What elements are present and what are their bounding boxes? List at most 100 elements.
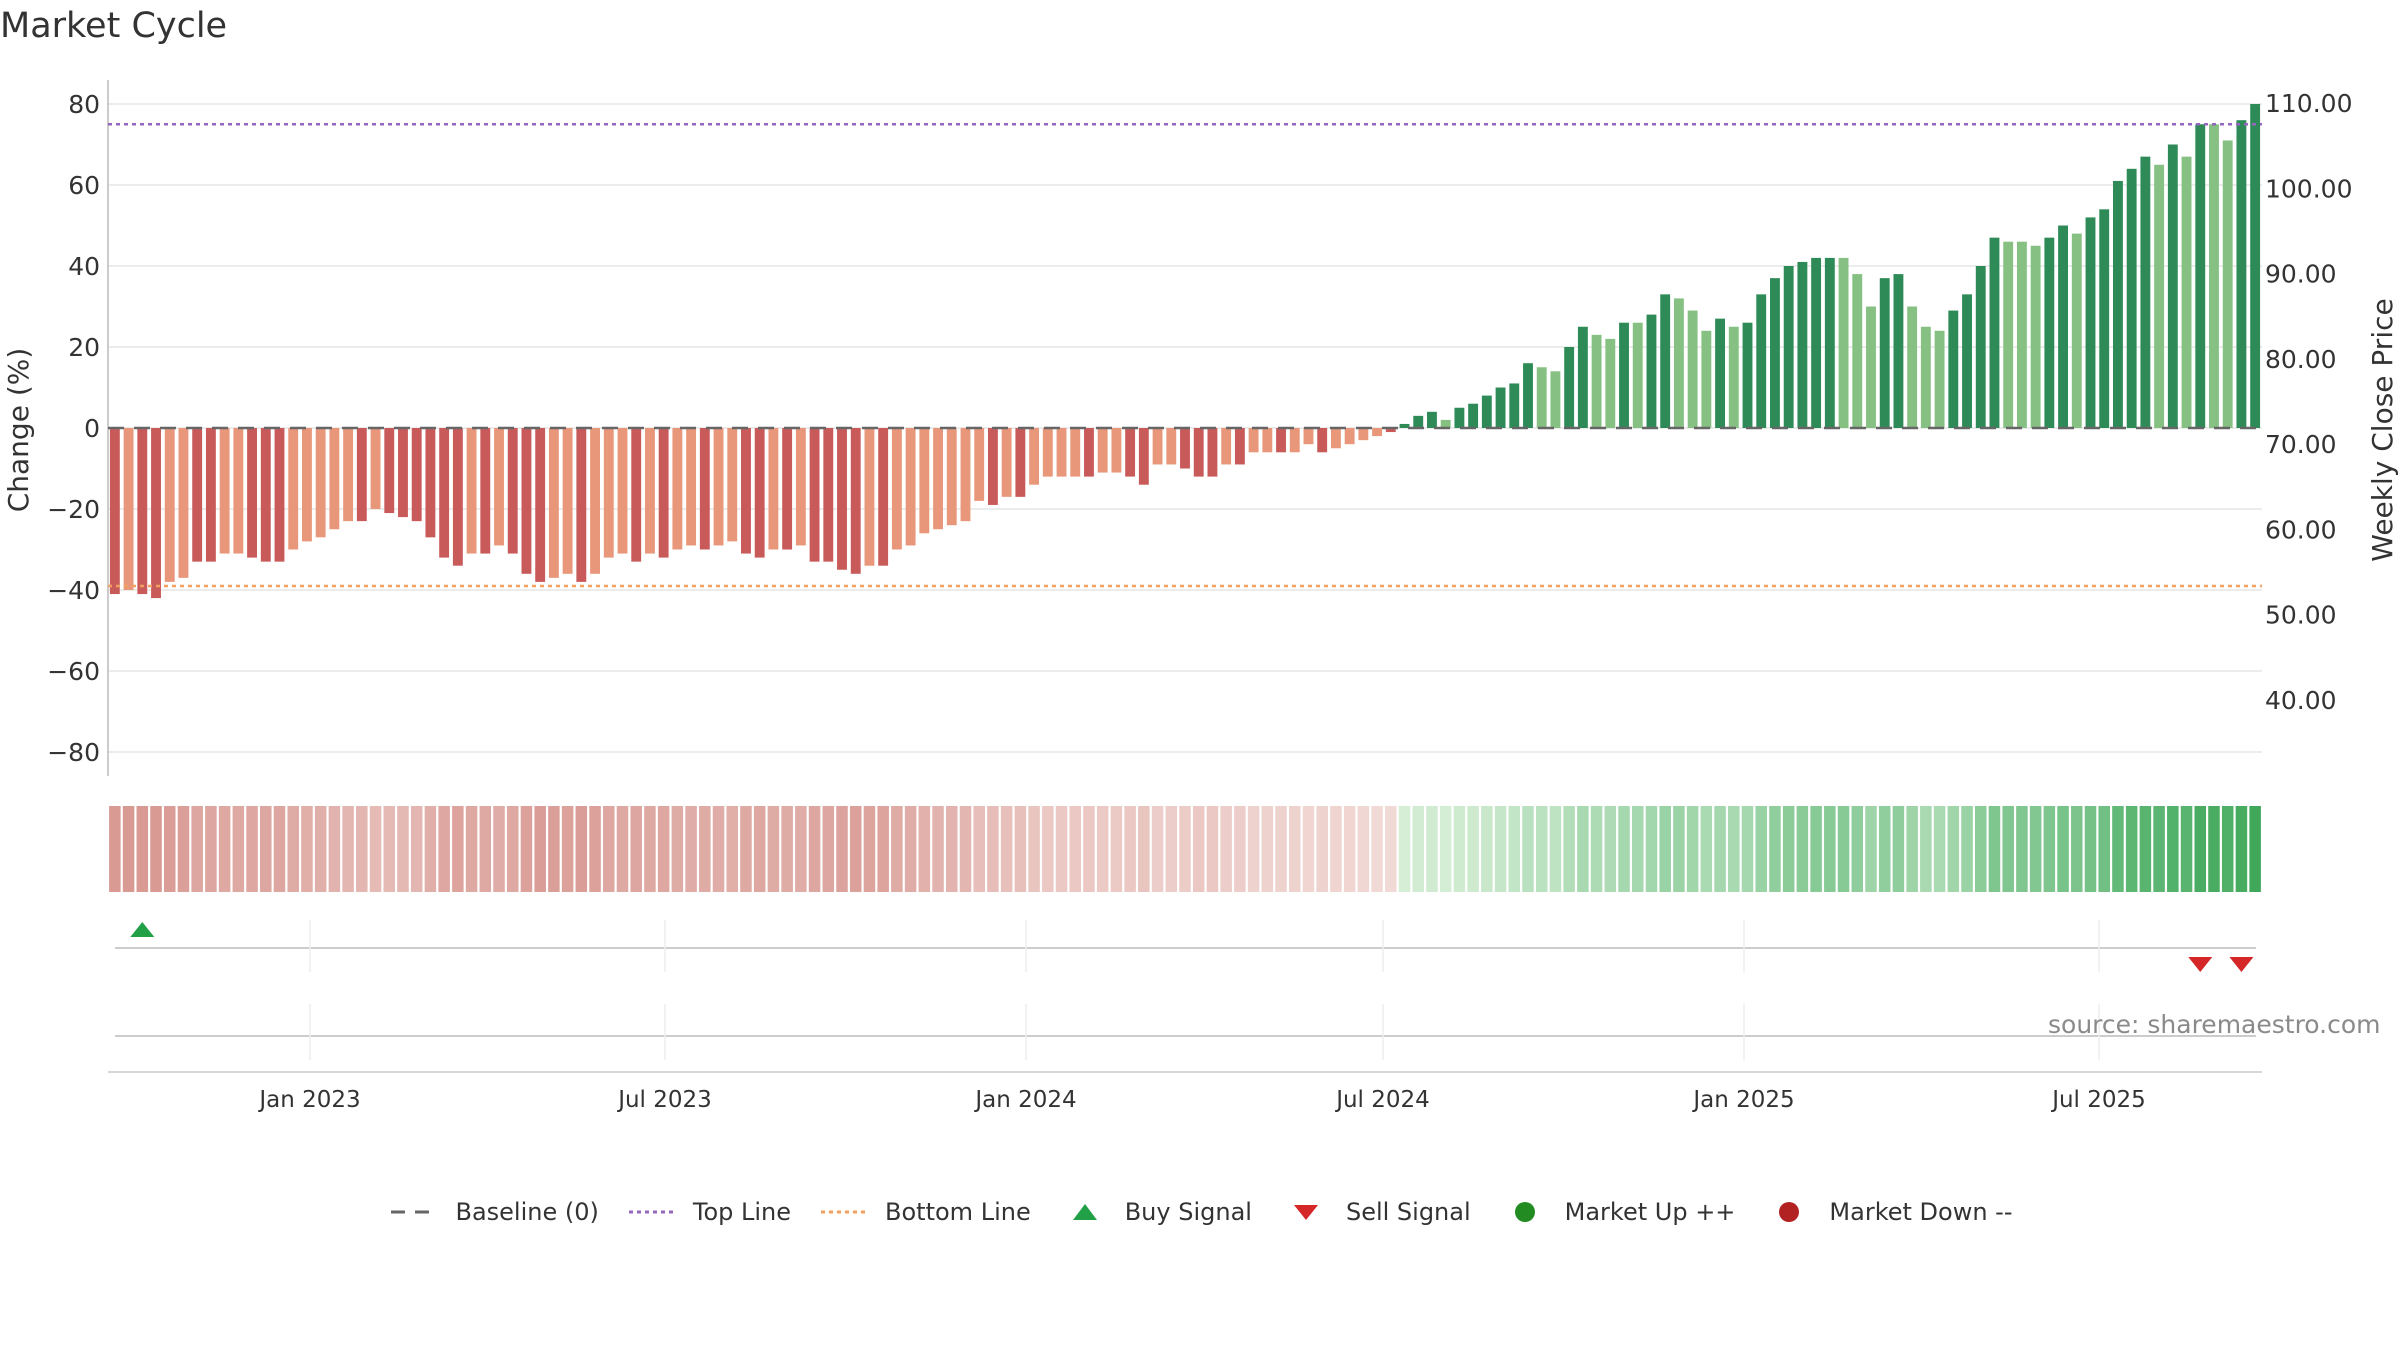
change-bar (1619, 322, 1629, 428)
change-bar (2126, 168, 2137, 429)
heat-cell (795, 806, 807, 892)
change-bar (823, 428, 834, 562)
heat-cell (973, 806, 985, 892)
change-bar (2058, 225, 2069, 428)
heat-cell (2043, 806, 2056, 892)
change-bar (1111, 428, 1122, 473)
heat-cell (1865, 806, 1877, 892)
heat-cell (1659, 806, 1671, 892)
heat-cell (1110, 806, 1123, 892)
legend-symbol-icon (1779, 1202, 1800, 1222)
left-tick-label: −20 (47, 495, 100, 524)
change-bar (1015, 428, 1026, 497)
right-tick-label: 100.00 (2265, 174, 2352, 203)
heat-cell (1563, 806, 1575, 892)
heat-cell (589, 806, 601, 892)
heat-cell (1494, 806, 1507, 892)
heat-cell (1824, 806, 1836, 892)
right-tick-label: 90.00 (2265, 260, 2337, 289)
change-bar (1372, 428, 1383, 437)
change-bar (425, 428, 436, 538)
change-bar (1632, 322, 1643, 428)
heat-cell (1590, 806, 1603, 892)
change-bar (1920, 326, 1931, 428)
heat-cell (383, 806, 396, 892)
heat-cell (891, 806, 903, 892)
change-bar (1770, 278, 1780, 428)
change-bar (631, 428, 642, 562)
heat-cell (1577, 806, 1589, 892)
change-bar (411, 428, 422, 522)
heat-cell (575, 806, 588, 892)
heat-cell (726, 806, 739, 892)
change-bar (1385, 428, 1396, 433)
change-bar (1001, 428, 1012, 497)
heat-cell (1412, 806, 1424, 892)
x-axis-ticks: Jan 2023 Jul 2023 Jan 2024 Jul 2024 Jan 2025… (257, 920, 2146, 1113)
heat-cell (1741, 806, 1754, 892)
change-bar (1962, 294, 1972, 428)
heat-cell (1192, 806, 1205, 892)
heat-cell (1343, 806, 1356, 892)
heat-cell (1535, 806, 1548, 892)
x-tick-label: Jul 2024 (1334, 1087, 1430, 1113)
change-bar (905, 428, 916, 546)
heat-cell (1988, 806, 2001, 892)
right-tick-label: 110.00 (2265, 89, 2352, 118)
change-bar (1811, 257, 1822, 428)
change-bar (1934, 330, 1945, 428)
change-bar (2030, 245, 2041, 428)
legend-symbol-icon (1293, 1205, 1318, 1220)
change-bar (1481, 395, 1492, 428)
change-bar (617, 428, 628, 554)
change-bar (164, 428, 175, 582)
change-bar (356, 428, 367, 522)
heat-cell (191, 806, 203, 892)
right-axis-label: Weekly Close Price (2366, 298, 2399, 561)
heat-cell (946, 806, 958, 892)
change-bar (1591, 334, 1602, 428)
heat-cell (657, 806, 670, 892)
heat-cell (1974, 806, 1987, 892)
change-bar (1029, 428, 1040, 485)
change-bar (1468, 403, 1479, 428)
heat-cell (1288, 806, 1301, 892)
legend-label: Sell Signal (1345, 1198, 1471, 1226)
heat-cell (822, 806, 835, 892)
change-bar (878, 428, 889, 566)
heat-cell (959, 806, 972, 892)
change-bar (384, 428, 395, 514)
heat-cell (1000, 806, 1013, 892)
heat-cell (356, 806, 368, 892)
change-bar (260, 428, 271, 562)
heat-cell (301, 806, 313, 892)
heat-cell (506, 806, 519, 892)
change-bar (480, 428, 491, 554)
heat-cell (932, 806, 944, 892)
change-bar (2071, 233, 2082, 428)
change-bar (1097, 428, 1108, 473)
heat-cell (1316, 806, 1328, 892)
change-bar (837, 428, 847, 570)
change-bar (329, 428, 340, 530)
heat-cell (561, 806, 574, 892)
heat-cell (1920, 806, 1932, 892)
change-bar (1193, 428, 1204, 477)
change-bar (699, 428, 710, 550)
right-tick-label: 80.00 (2265, 345, 2337, 374)
heat-cell (1426, 806, 1438, 892)
change-bar (1056, 428, 1067, 477)
chart-title: Market Cycle (0, 6, 228, 46)
heat-cell (2139, 806, 2152, 892)
heat-cell (465, 806, 478, 892)
change-bar (1276, 428, 1286, 453)
change-bar (1440, 419, 1451, 428)
heat-cell (1069, 806, 1082, 892)
change-bar (1152, 428, 1163, 465)
change-bar (219, 428, 230, 554)
legend-item: Market Up ++ (1497, 1198, 1735, 1226)
heat-strip (109, 806, 2261, 892)
heat-cell (863, 806, 876, 892)
heat-cell (699, 806, 711, 892)
legend-symbol-icon (1514, 1202, 1535, 1222)
